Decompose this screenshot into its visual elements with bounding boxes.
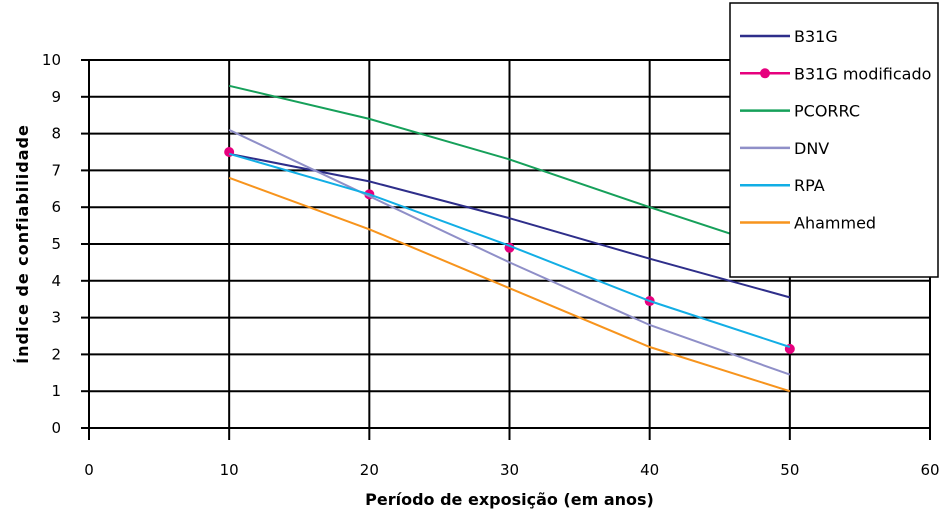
y-tick-label: 3: [51, 309, 61, 327]
y-tick-label: 8: [51, 125, 61, 143]
x-axis-title: Período de exposição (em anos): [365, 490, 654, 509]
series-line-pcorrc: [228, 84, 791, 255]
y-tick-label: 9: [51, 88, 61, 106]
x-tick-label: 0: [84, 461, 94, 479]
x-tick-label: 30: [500, 461, 519, 479]
y-tick-label: 0: [51, 419, 61, 437]
series-line-b31g: [229, 152, 791, 299]
y-tick-label: 2: [51, 345, 61, 363]
y-tick-label: 5: [51, 235, 61, 253]
x-tick-label: 40: [640, 461, 659, 479]
series-line-dnv: [228, 128, 791, 376]
series-line-ahammed: [228, 176, 791, 393]
legend: B31G B31G modificado PCORRC DNV RPA Ahammed: [729, 2, 939, 278]
legend-label-b31g-modificado: B31G modificado: [794, 64, 931, 83]
legend-label-pcorrc: PCORRC: [794, 102, 860, 121]
y-tick-label: 4: [51, 272, 61, 290]
x-tick-label: 60: [920, 461, 939, 479]
legend-label-ahammed: Ahammed: [794, 214, 876, 233]
tick-labels: 0 10 20 30 40 50 60 0 1 2 3 4 5 6 7 8 9 10: [42, 51, 940, 479]
legend-label-rpa: RPA: [794, 176, 825, 195]
legend-label-dnv: DNV: [794, 139, 829, 158]
series-lines: [224, 84, 795, 393]
legend-label-b31g: B31G: [794, 27, 838, 46]
series-line-rpa: [228, 152, 791, 348]
y-tick-label: 1: [51, 382, 61, 400]
legend-marker-b31g-modificado: [760, 68, 770, 79]
x-tick-label: 10: [220, 461, 239, 479]
legend-box: [729, 2, 939, 278]
y-tick-label: 7: [51, 161, 61, 179]
axes: [81, 59, 931, 440]
y-tick-label: 10: [42, 51, 61, 69]
x-tick-label: 20: [360, 461, 379, 479]
y-axis-title: Índice de confiabilidade: [13, 124, 32, 364]
x-tick-label: 50: [780, 461, 799, 479]
y-tick-label: 6: [51, 198, 61, 216]
